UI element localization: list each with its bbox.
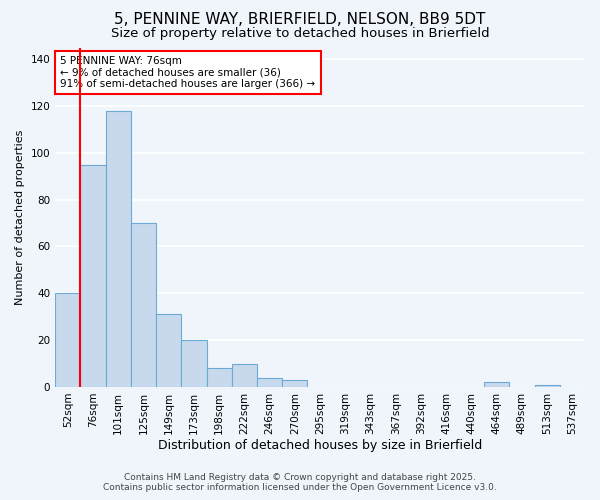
- Bar: [55, 294, 80, 387]
- Bar: [106, 110, 131, 387]
- Bar: [156, 314, 181, 387]
- Bar: [80, 164, 106, 387]
- Bar: [282, 380, 307, 387]
- Bar: [206, 368, 232, 387]
- Bar: [257, 378, 282, 387]
- Bar: [484, 382, 509, 387]
- Text: Size of property relative to detached houses in Brierfield: Size of property relative to detached ho…: [110, 28, 490, 40]
- Text: 5 PENNINE WAY: 76sqm
← 9% of detached houses are smaller (36)
91% of semi-detach: 5 PENNINE WAY: 76sqm ← 9% of detached ho…: [61, 56, 316, 89]
- Text: Contains HM Land Registry data © Crown copyright and database right 2025.
Contai: Contains HM Land Registry data © Crown c…: [103, 473, 497, 492]
- X-axis label: Distribution of detached houses by size in Brierfield: Distribution of detached houses by size …: [158, 440, 482, 452]
- Bar: [232, 364, 257, 387]
- Bar: [535, 384, 560, 387]
- Bar: [131, 223, 156, 387]
- Text: 5, PENNINE WAY, BRIERFIELD, NELSON, BB9 5DT: 5, PENNINE WAY, BRIERFIELD, NELSON, BB9 …: [115, 12, 485, 28]
- Bar: [181, 340, 206, 387]
- Y-axis label: Number of detached properties: Number of detached properties: [15, 130, 25, 305]
